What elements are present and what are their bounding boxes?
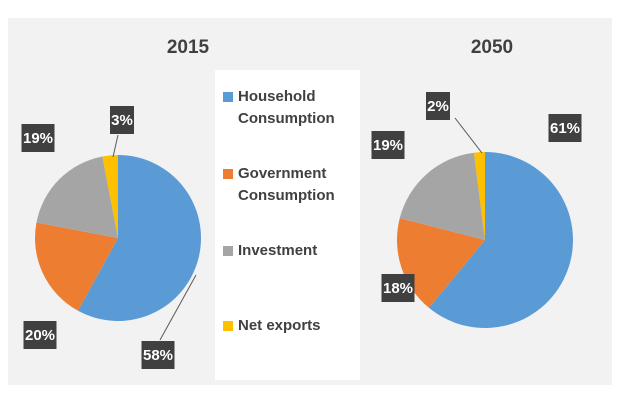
data-label: 19% — [373, 137, 403, 154]
legend-swatch — [223, 169, 233, 179]
data-label-box — [141, 341, 175, 369]
pie-slice — [428, 152, 573, 328]
leader-line — [159, 274, 197, 341]
legend: Household Consumption Government Consumpt… — [215, 70, 360, 380]
data-label: 19% — [23, 130, 53, 147]
legend-label: Investment — [238, 242, 318, 259]
legend-label: Government Consumption — [238, 165, 335, 204]
data-label-box — [381, 274, 415, 302]
data-label-box — [110, 106, 134, 134]
legend-swatch — [223, 321, 233, 331]
legend-swatch — [223, 246, 233, 256]
legend-item: Household Consumption — [223, 86, 356, 130]
leader-line — [454, 117, 483, 154]
chart-title: 2050 — [471, 37, 513, 58]
leader-line — [112, 134, 119, 158]
data-label-box — [371, 131, 405, 159]
pie-slice — [399, 152, 485, 240]
data-label: 61% — [550, 120, 580, 137]
pie-slice — [396, 218, 485, 308]
pie-slice — [102, 155, 118, 238]
data-label-box — [23, 321, 57, 349]
data-label: 20% — [25, 327, 55, 344]
legend-label: Household Consumption — [238, 88, 335, 127]
legend-label: Net exports — [238, 317, 321, 334]
legend-item: Net exports — [223, 315, 356, 337]
legend-swatch — [223, 92, 233, 102]
data-label: 58% — [143, 347, 173, 364]
pie-slice — [78, 155, 201, 321]
pie-slice — [34, 222, 118, 311]
data-label-box — [426, 92, 450, 120]
data-label: 18% — [383, 280, 413, 297]
data-label-box — [21, 124, 55, 152]
pie-slice — [473, 152, 485, 240]
pie-slice — [36, 156, 119, 238]
legend-item: Investment — [223, 240, 356, 262]
data-label: 2% — [427, 98, 449, 115]
legend-item: Government Consumption — [223, 163, 356, 207]
data-label: 3% — [111, 112, 133, 129]
data-label-box — [548, 114, 582, 142]
chart-title: 2015 — [167, 37, 210, 58]
